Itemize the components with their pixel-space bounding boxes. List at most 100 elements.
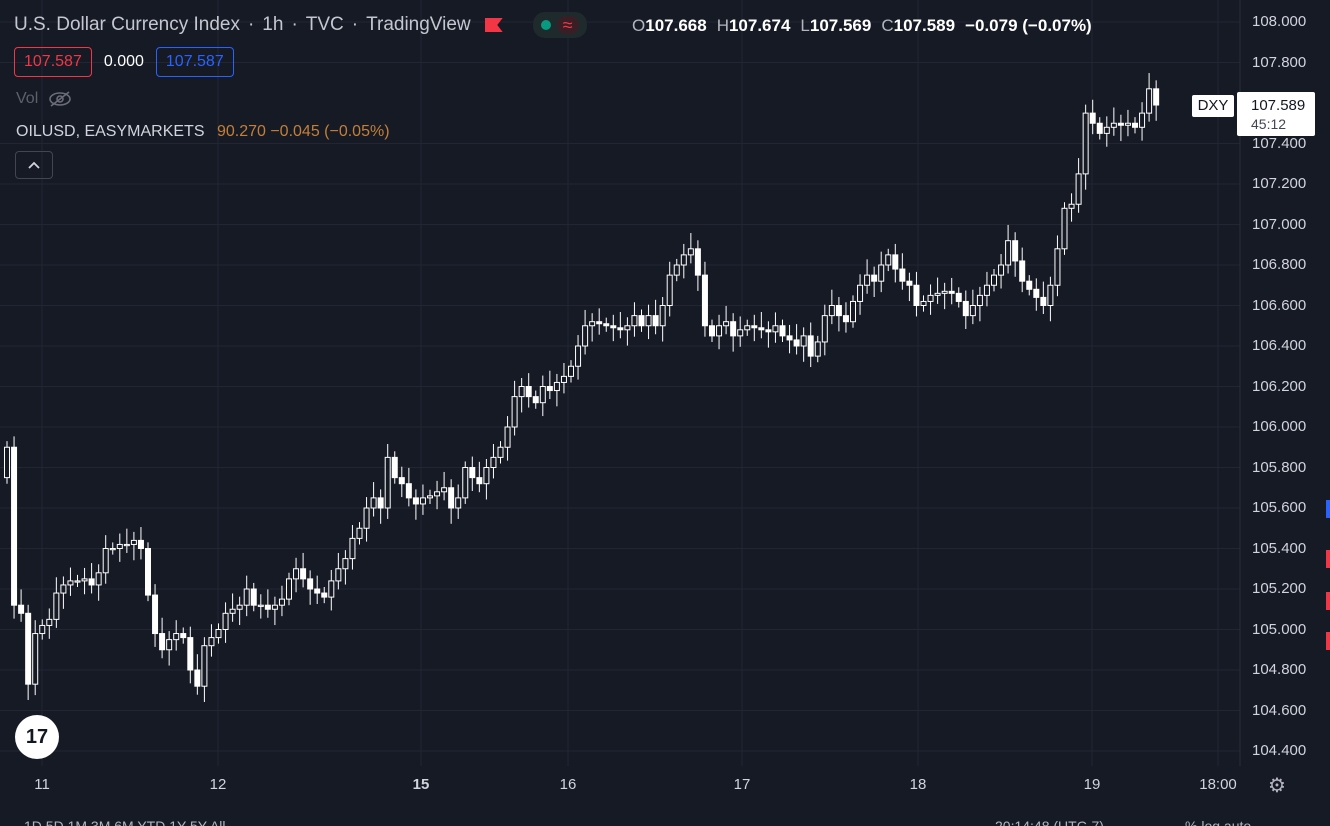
gear-icon[interactable]: ⚙ (1268, 775, 1286, 797)
candle[interactable] (145, 542, 151, 602)
candle[interactable] (497, 441, 504, 464)
candle[interactable] (1103, 116, 1110, 147)
candle[interactable] (850, 295, 856, 328)
candle[interactable] (462, 461, 469, 504)
candle[interactable] (95, 564, 102, 601)
candle[interactable] (314, 575, 321, 604)
candle[interactable] (419, 484, 426, 515)
candle[interactable] (74, 574, 81, 587)
candle[interactable] (441, 471, 448, 501)
candle[interactable] (257, 594, 264, 619)
candle[interactable] (560, 363, 567, 394)
candle[interactable] (1124, 109, 1131, 137)
candle[interactable] (666, 261, 673, 317)
candle[interactable] (130, 531, 137, 561)
candle[interactable] (659, 296, 666, 342)
alert-marker-red[interactable] (1326, 550, 1330, 568)
candle[interactable] (455, 484, 462, 519)
candle[interactable] (173, 620, 180, 651)
candle[interactable] (88, 563, 95, 594)
candle[interactable] (11, 436, 18, 619)
candle[interactable] (624, 317, 631, 346)
candle[interactable] (962, 290, 969, 329)
candle[interactable] (1054, 235, 1061, 297)
candle[interactable] (1068, 193, 1075, 222)
candle[interactable] (123, 528, 130, 553)
candle[interactable] (250, 582, 257, 612)
candle[interactable] (81, 567, 88, 595)
candle[interactable] (370, 482, 377, 517)
candle[interactable] (1139, 102, 1146, 141)
bottom-toolbar[interactable]: 1D 5D 1M 3M 6M YTD 1Y 5Y All 20:14:48 (U… (0, 806, 1330, 826)
candle[interactable] (701, 261, 708, 337)
candle[interactable] (208, 624, 215, 657)
candle[interactable] (680, 243, 687, 279)
candle[interactable] (278, 585, 285, 617)
candle[interactable] (116, 533, 123, 562)
candle[interactable] (264, 589, 271, 618)
candle[interactable] (842, 302, 849, 333)
candle[interactable] (363, 497, 370, 542)
candle[interactable] (229, 593, 236, 622)
candle[interactable] (1026, 275, 1033, 296)
candle[interactable] (899, 253, 906, 290)
candle[interactable] (1033, 278, 1040, 311)
candle[interactable] (1132, 117, 1138, 134)
candle[interactable] (941, 282, 948, 310)
candle[interactable] (553, 373, 560, 407)
eye-hidden-icon[interactable] (48, 90, 72, 108)
candle[interactable] (1040, 281, 1047, 315)
candle[interactable] (25, 604, 32, 700)
range-buttons[interactable]: 1D 5D 1M 3M 6M YTD 1Y 5Y All (24, 818, 226, 826)
comparison-symbol[interactable]: OILUSD, EASYMARKETS (16, 123, 205, 140)
clock-label[interactable]: 20:14:48 (UTC-7) (995, 818, 1104, 826)
candle[interactable] (236, 596, 243, 626)
candle[interactable] (391, 451, 398, 484)
candle[interactable] (800, 327, 807, 362)
candle[interactable] (645, 304, 652, 340)
candle[interactable] (927, 284, 934, 315)
candle[interactable] (603, 317, 610, 332)
candle[interactable] (511, 380, 518, 436)
candle[interactable] (60, 576, 67, 609)
candle[interactable] (991, 269, 997, 292)
comparison-legend[interactable]: OILUSD, EASYMARKETS 90.270 −0.045 (−0.05… (16, 123, 390, 141)
candle[interactable] (1005, 224, 1012, 274)
candle[interactable] (934, 277, 941, 304)
candle[interactable] (46, 608, 53, 639)
candle[interactable] (293, 557, 300, 593)
candle[interactable] (476, 461, 483, 493)
candle[interactable] (892, 243, 899, 283)
candle[interactable] (737, 316, 744, 347)
candle[interactable] (976, 286, 983, 322)
candle[interactable] (617, 311, 624, 339)
candle[interactable] (532, 390, 539, 409)
candle[interactable] (1082, 104, 1089, 190)
candle[interactable] (765, 321, 772, 348)
candle[interactable] (610, 314, 617, 342)
candle[interactable] (1117, 114, 1124, 142)
candle[interactable] (525, 373, 532, 408)
candle[interactable] (807, 322, 814, 368)
candle[interactable] (286, 572, 292, 606)
candle[interactable] (546, 370, 553, 400)
candle[interactable] (821, 304, 828, 356)
candle[interactable] (300, 552, 307, 588)
candle[interactable] (828, 289, 835, 325)
flag-icon[interactable] (484, 18, 503, 32)
candle[interactable] (589, 313, 596, 342)
candle[interactable] (582, 309, 589, 355)
candle[interactable] (864, 259, 871, 294)
candle[interactable] (814, 335, 821, 363)
candle[interactable] (709, 319, 715, 342)
candle[interactable] (723, 305, 730, 335)
buy-button[interactable]: 107.587 (155, 47, 234, 77)
symbol-legend[interactable]: U.S. Dollar Currency Index · 1h · TVC · … (14, 12, 587, 38)
candle[interactable] (194, 654, 201, 695)
candle[interactable] (596, 308, 603, 335)
candle[interactable] (878, 251, 885, 293)
candle[interactable] (575, 335, 582, 380)
candle[interactable] (1096, 117, 1103, 140)
candle[interactable] (1089, 99, 1096, 135)
